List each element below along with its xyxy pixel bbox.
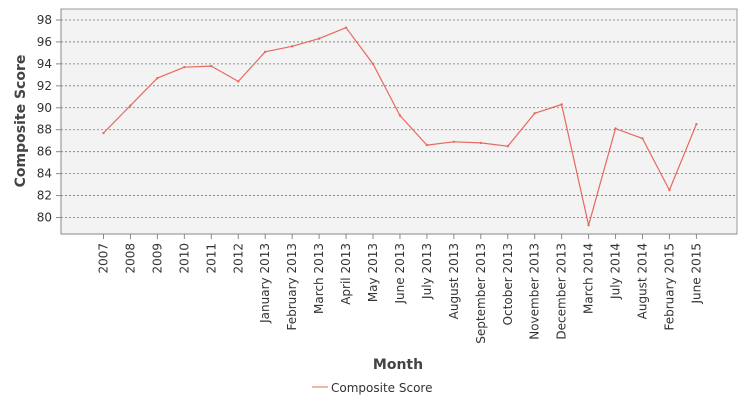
x-tick-label: August 2014 [636,243,650,319]
y-tick-label: 94 [37,57,52,71]
x-tick-label: March 2014 [582,243,596,314]
x-tick-label: December 2013 [555,243,569,340]
y-tick-label: 98 [37,13,52,27]
data-point [614,127,617,130]
x-tick-label: August 2013 [447,243,461,319]
y-tick-label: 82 [37,189,52,203]
x-tick-label: November 2013 [528,243,542,340]
x-tick-label: June 2015 [689,243,703,305]
x-tick-label: July 2013 [420,243,434,300]
x-tick-label: 2011 [204,243,218,274]
data-point [695,123,698,126]
data-point [102,131,105,135]
data-point [156,76,159,80]
x-tick-label: 2010 [177,243,191,274]
data-point [425,143,429,147]
x-tick-label: June 2013 [393,243,407,305]
data-point [183,65,186,69]
data-point [668,188,671,192]
data-point [290,45,294,48]
x-tick-label: July 2014 [609,243,623,300]
data-point [371,62,375,66]
y-tick-label: 80 [37,211,52,225]
x-tick-label: 2012 [231,243,245,274]
data-point [479,141,482,145]
y-axis: 80 82 84 86 88 90 92 94 96 98 [37,9,62,234]
series-layer [102,26,698,227]
data-point [452,140,456,144]
x-tick-label: October 2013 [501,243,515,325]
x-tick-label: 2008 [123,243,137,274]
data-point [317,37,321,40]
data-point [129,104,132,107]
legend: Composite Score [312,381,432,395]
y-tick-label: 86 [37,145,52,159]
x-tick-label: April 2013 [339,243,353,305]
x-tick-label: January 2013 [258,243,272,324]
x-axis-title: Month [373,357,423,373]
x-tick-label: February 2013 [285,243,299,331]
gridlines [61,19,737,218]
data-point [641,137,644,140]
y-tick-label: 88 [37,123,52,137]
x-tick-label: September 2013 [474,243,488,344]
data-point [398,114,402,117]
x-tick-label: February 2015 [662,243,676,331]
data-point [344,26,348,29]
data-point [210,64,213,68]
y-tick-label: 90 [37,101,52,115]
x-tick-label: March 2013 [312,243,326,314]
data-point [237,80,240,83]
x-tick-label: May 2013 [366,243,380,302]
y-axis-title: Composite Score [13,55,29,188]
data-point [560,103,563,106]
y-tick-label: 84 [37,167,52,181]
y-tick-label: 92 [37,79,52,93]
x-tick-label: 2007 [97,243,111,274]
data-point [506,144,509,148]
legend-label: Composite Score [331,381,432,395]
x-tick-label: 2009 [150,243,164,274]
data-point [533,112,536,115]
data-point [587,224,590,227]
y-tick-label: 96 [37,35,52,49]
plot-area [60,8,738,235]
data-point [264,50,267,54]
x-axis: 2007 2008 2009 2010 2011 2012 January 2013 Febr… [61,233,737,344]
